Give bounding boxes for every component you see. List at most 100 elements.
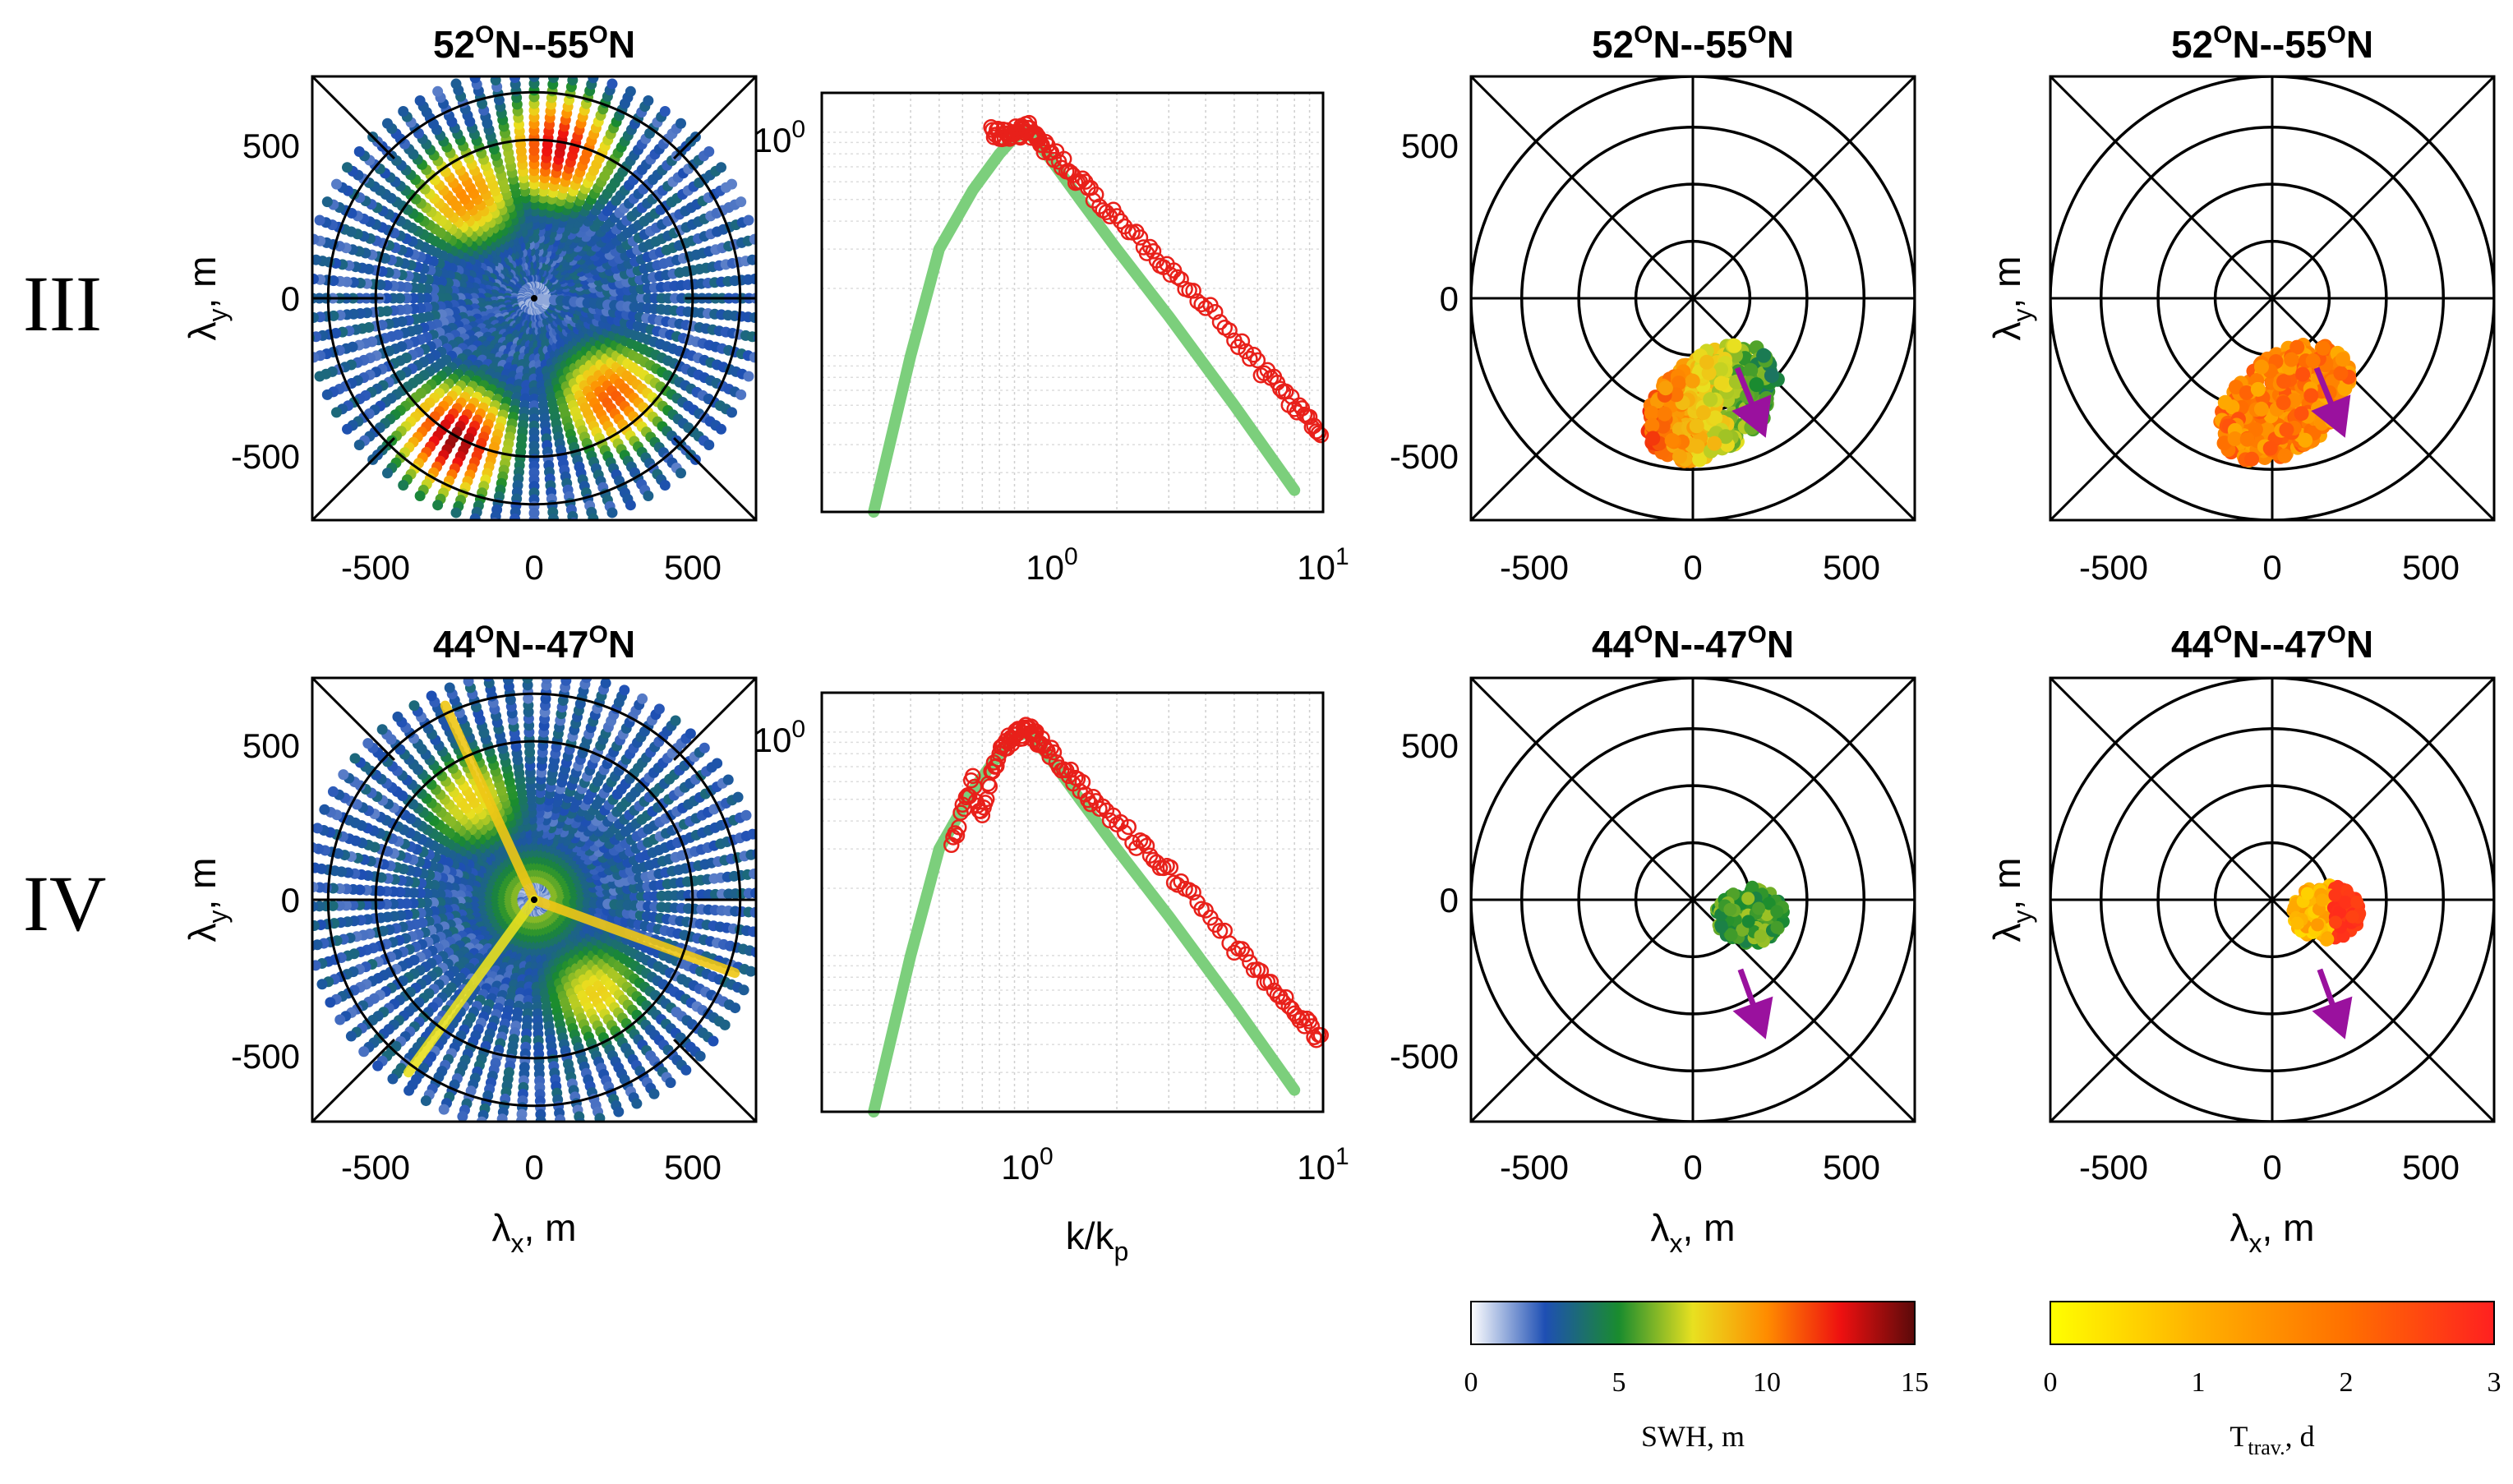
scatter-point: [312, 901, 319, 912]
polar-spoke: [2271, 76, 2494, 300]
scatter-point: [362, 738, 374, 749]
scatter-point: [743, 214, 754, 226]
scatter-dots: [302, 76, 767, 520]
xtick: 0: [1683, 548, 1702, 587]
panel-title: 52ON--55ON: [2171, 21, 2373, 66]
scatter-point: [312, 274, 319, 285]
scatter-point: [312, 352, 320, 363]
cluster-point: [1727, 338, 1742, 353]
cluster-point: [1699, 354, 1714, 370]
cluster-point: [2289, 339, 2305, 355]
axes-frame: [1469, 75, 1916, 522]
ytick: 0: [281, 279, 300, 318]
cluster-point: [1690, 439, 1705, 454]
scatter-point: [670, 715, 681, 726]
polar-spoke: [312, 76, 395, 159]
scatter-point: [342, 423, 353, 435]
cluster-point: [1718, 429, 1733, 445]
scatter-point: [685, 728, 696, 740]
scatter-point: [581, 678, 593, 684]
scatter-point: [426, 690, 437, 702]
data-point: [1312, 426, 1330, 444]
scatter-point: [444, 682, 455, 694]
scatter-point: [432, 85, 444, 97]
scatter-point: [302, 313, 312, 324]
scatter-point: [726, 407, 738, 418]
scatter-point: [547, 76, 559, 83]
cluster-point: [1707, 436, 1722, 451]
scatter-point: [469, 513, 481, 520]
direction-arrow-head: [2311, 394, 2351, 438]
cluster-point: [1644, 417, 1660, 433]
scatter-point: [743, 371, 754, 382]
plot-area: [2050, 76, 2494, 520]
cluster-point: [2333, 366, 2349, 381]
scatter-point: [600, 678, 611, 689]
xtick: 500: [2402, 548, 2460, 587]
scatter-point: [659, 479, 671, 491]
cluster-point: [1756, 348, 1772, 363]
data-point: [1206, 303, 1224, 320]
polar-spoke: [2050, 76, 2274, 300]
ytick: -500: [231, 437, 300, 476]
scatter-point: [301, 882, 311, 892]
scatter-point: [338, 769, 349, 781]
data-point: [1074, 170, 1091, 187]
cluster-point: [2277, 448, 2293, 463]
polar-layer: [2050, 76, 2494, 520]
panel-ttrav-polar-iii: 52ON--55ON -500 0 500 λy, m: [1985, 21, 2496, 587]
cluster-point: [2276, 374, 2292, 389]
cluster-point: [2217, 394, 2233, 410]
scatter-point: [327, 786, 339, 797]
scatter-point: [547, 514, 559, 520]
cluster-point: [2244, 451, 2260, 467]
cluster-point: [1685, 373, 1700, 389]
panel-swh-polar-iii-filtered: 52ON--55ON 500 0 -500 -500 0 500: [1390, 21, 1916, 587]
scatter-point: [746, 331, 756, 343]
scatter-point: [715, 423, 726, 435]
scatter-point: [699, 742, 710, 754]
scatter-point: [726, 178, 738, 190]
scatter-point: [756, 313, 767, 324]
direction-arrow-head: [1731, 394, 1772, 438]
scatter-point: [625, 85, 636, 97]
cluster-point: [2305, 353, 2321, 369]
scatter-point: [522, 666, 533, 677]
axes-frame: [311, 75, 758, 522]
scatter-point: [749, 311, 756, 323]
cluster-point: [1703, 392, 1718, 408]
data-point: [1301, 408, 1318, 426]
cluster-point: [1708, 410, 1723, 426]
scatter-point: [606, 78, 618, 90]
xtick: 101: [1297, 543, 1349, 587]
scatter-point: [330, 407, 342, 418]
ytick: 500: [242, 127, 300, 165]
panel-title: 52ON--55ON: [433, 21, 635, 66]
cluster-point: [1668, 387, 1684, 403]
scatter-point: [703, 145, 715, 157]
scatter-point: [312, 960, 321, 971]
scatter-point: [312, 882, 319, 893]
plot-area: [301, 666, 756, 1122]
xtick: -500: [1500, 548, 1569, 587]
axes-frame: [820, 91, 1325, 514]
scatter-point: [349, 753, 361, 764]
cluster-point: [2295, 366, 2311, 382]
scatter-layer: [302, 76, 767, 520]
scatter-point: [463, 678, 474, 687]
plot-area: [1471, 76, 1915, 520]
xtick: 0: [2262, 548, 2281, 587]
cluster-point: [2303, 388, 2319, 403]
scatter-point: [353, 440, 365, 451]
polar-layer: [1471, 76, 1915, 520]
scatter-point: [398, 479, 409, 491]
cluster-point: [1713, 362, 1728, 377]
grid: [822, 93, 1323, 512]
scatter-point: [312, 311, 319, 323]
scatter-point: [314, 371, 325, 382]
cluster-point: [2276, 395, 2291, 411]
cluster-point: [1713, 376, 1729, 391]
scatter-point: [746, 254, 756, 265]
ytick: 0: [1440, 279, 1459, 318]
data-point: [1098, 204, 1115, 221]
